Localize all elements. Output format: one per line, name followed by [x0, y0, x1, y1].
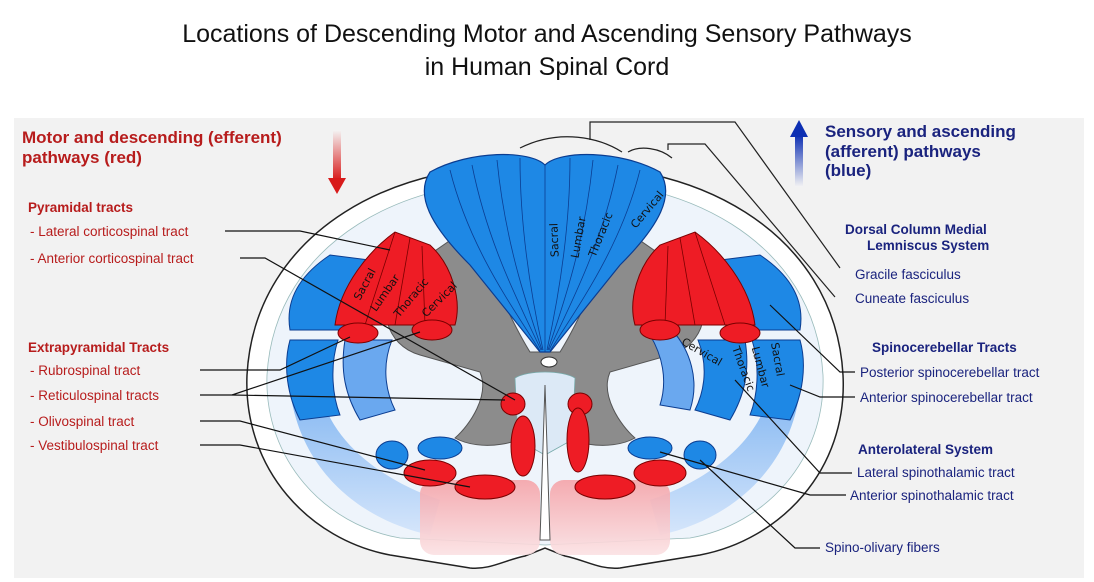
anterior-spinocerebellar-label: Anterior spinocerebellar tract [860, 390, 1033, 405]
dcml-title-line-2: Lemniscus System [867, 237, 990, 253]
spino-olivary-label: Spino-olivary fibers [825, 540, 940, 555]
sensory-header-line-2: (afferent) pathways [825, 141, 981, 161]
reticulospinal-label: - Reticulospinal tracts [30, 388, 160, 403]
leader-lines-left [200, 230, 516, 488]
title-line-2: in Human Spinal Cord [424, 53, 670, 81]
anterolateral-title: Anterolateral System [858, 442, 994, 457]
sensory-header-line-1: Sensory and ascending [825, 122, 1016, 141]
descending-arrow-icon [328, 130, 346, 194]
motor-header-line-1: Motor and descending (efferent) [22, 128, 282, 147]
sensory-header-line-3: (blue) [825, 161, 872, 181]
gray-matter [385, 227, 705, 446]
title-line-1: Locations of Descending Motor and Ascend… [182, 20, 912, 48]
posterior-spinocerebellar-label: Posterior spinocerebellar tract [860, 365, 1040, 380]
lateral-corticospinal-label: - Lateral corticospinal tract [30, 224, 189, 239]
cuneate-label: Cuneate fasciculus [855, 291, 970, 306]
extrapyramidal-title: Extrapyramidal Tracts [28, 340, 170, 355]
ascending-arrow-icon [790, 120, 808, 187]
motor-header-line-2: pathways (red) [22, 147, 142, 167]
pyramidal-title: Pyramidal tracts [28, 200, 134, 215]
dorsal-brackets [519, 121, 841, 298]
anterior-spinothalamic-label: Anterior spinothalamic tract [850, 488, 1014, 503]
gracile-label: Gracile fasciculus [855, 267, 961, 282]
leader-lines-right [659, 304, 855, 549]
anterior-corticospinal-label: - Anterior corticospinal tract [30, 251, 194, 266]
diagram-title: Locations of Descending Motor and Ascend… [0, 18, 1094, 84]
sensory-header: Sensory and ascending (afferent) pathway… [825, 122, 1016, 181]
segment-label-sacral-right: Sacral [768, 341, 787, 377]
vestibulospinal-label: - Vestibulospinal tract [30, 438, 159, 453]
motor-header: Motor and descending (efferent) pathways… [22, 128, 282, 167]
rubrospinal-label: - Rubrospinal tract [30, 363, 141, 378]
spinocerebellar-title: Spinocerebellar Tracts [872, 340, 1017, 355]
dcml-title: Dorsal Column Medial Lemniscus System [845, 222, 989, 253]
olivospinal-label: - Olivospinal tract [30, 414, 135, 429]
segment-label-sacral: Sacral [547, 223, 561, 258]
dcml-title-line-1: Dorsal Column Medial [845, 222, 987, 237]
lateral-spinothalamic-label: Lateral spinothalamic tract [857, 465, 1015, 480]
